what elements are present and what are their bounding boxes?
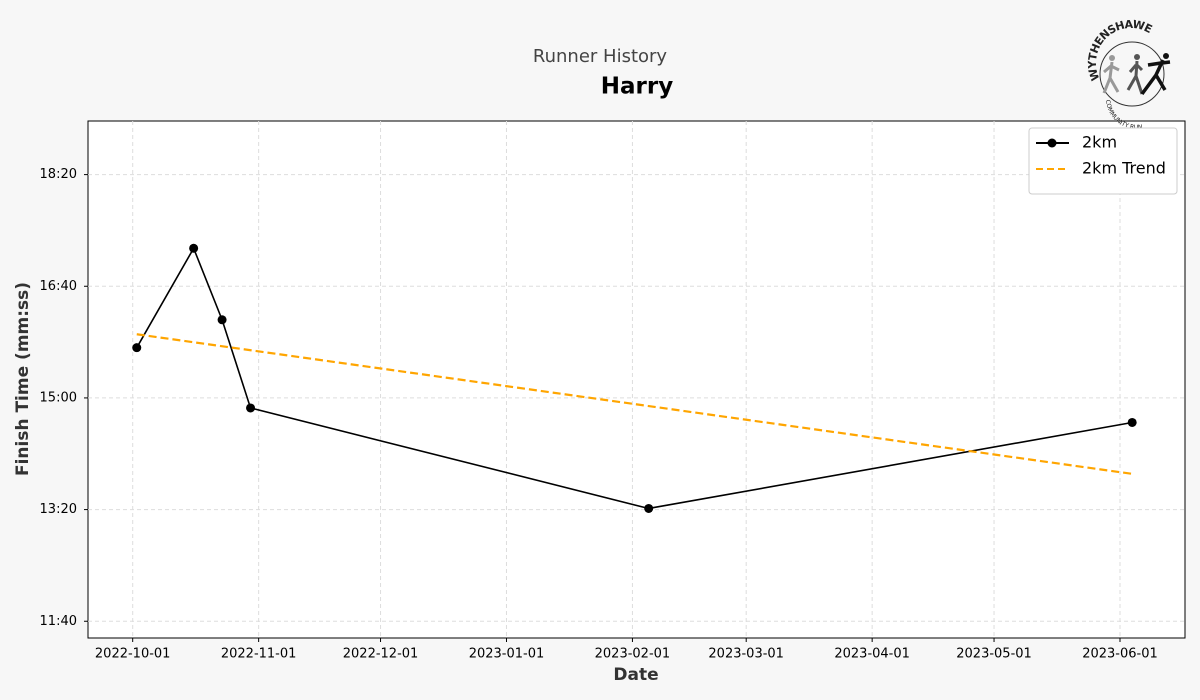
x-tick-label: 2022-11-01	[221, 647, 297, 662]
x-axis-label: Date	[613, 665, 658, 685]
logo-runner	[1126, 60, 1144, 95]
logo-runner	[1109, 55, 1115, 61]
x-tick-label: 2023-06-01	[1082, 647, 1158, 662]
logo: WYTHENSHAWE COMMUNITY RUN	[1086, 18, 1171, 131]
x-tick-label: 2023-04-01	[834, 647, 910, 662]
logo-runner	[1140, 59, 1171, 96]
logo-runner	[1163, 53, 1169, 59]
y-tick-label: 15:00	[40, 390, 77, 405]
y-axis-label: Finish Time (mm:ss)	[13, 282, 33, 476]
data-point	[1127, 417, 1137, 427]
legend-marker	[1047, 138, 1057, 148]
legend-label: 2km	[1082, 133, 1117, 152]
logo-top: WYTHENSHAWE	[1086, 18, 1155, 83]
chart-subtitle: Runner History	[533, 46, 668, 67]
logo-runner	[1134, 54, 1140, 60]
chart-title: Harry	[601, 74, 673, 100]
logo-text: WYTHENSHAWE	[1086, 18, 1155, 83]
x-tick-label: 2023-02-01	[595, 647, 671, 662]
data-point	[644, 503, 654, 513]
data-point	[217, 315, 227, 325]
x-tick-label: 2023-05-01	[956, 647, 1032, 662]
y-tick-label: 16:40	[40, 279, 77, 294]
y-tick-label: 18:20	[40, 167, 77, 182]
data-point	[189, 243, 199, 253]
x-tick-label: 2023-01-01	[469, 647, 545, 662]
data-point	[246, 403, 256, 413]
legend: 2km 2km Trend	[1028, 127, 1178, 195]
legend-box	[1028, 127, 1178, 195]
y-tick-label: 13:20	[40, 502, 77, 517]
logo-ring	[1099, 41, 1165, 107]
y-tick-label: 11:40	[40, 614, 77, 629]
x-tick-label: 2022-12-01	[343, 647, 419, 662]
plot-area	[87, 120, 1186, 639]
x-tick-label: 2022-10-01	[95, 647, 171, 662]
data-point	[132, 343, 142, 353]
x-tick-label: 2023-03-01	[708, 647, 784, 662]
logo-runner	[1102, 61, 1120, 94]
legend-label: 2km Trend	[1082, 159, 1166, 178]
series-line	[136, 246, 1133, 510]
grid	[88, 121, 1185, 638]
